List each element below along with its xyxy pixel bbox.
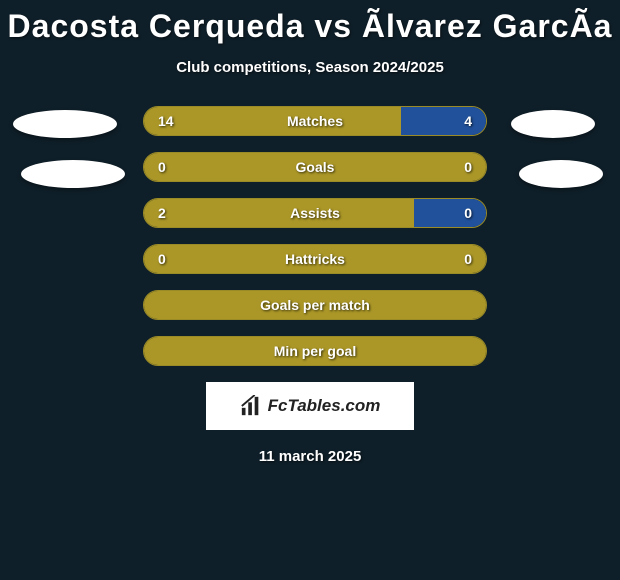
- right-player-avatars: [505, 106, 613, 188]
- stat-bar: Goals per match: [143, 290, 487, 320]
- bar-fill-left: [144, 107, 401, 135]
- stat-bar: 144Matches: [143, 106, 487, 136]
- stat-value-left: 2: [158, 199, 166, 227]
- stat-value-right: 4: [464, 107, 472, 135]
- stat-value-right: 0: [464, 199, 472, 227]
- stat-bar: 00Goals: [143, 152, 487, 182]
- avatar: [511, 110, 595, 138]
- avatar: [21, 160, 125, 188]
- stat-value-left: 0: [158, 153, 166, 181]
- stat-bar: 20Assists: [143, 198, 487, 228]
- avatar: [519, 160, 603, 188]
- avatar: [13, 110, 117, 138]
- bar-fill-left: [144, 153, 486, 181]
- bar-fill-right: [401, 107, 487, 135]
- stat-value-right: 0: [464, 153, 472, 181]
- bar-fill-right: [414, 199, 486, 227]
- branding-text: FcTables.com: [268, 396, 381, 416]
- stat-bar: Min per goal: [143, 336, 487, 366]
- date-label: 11 march 2025: [259, 448, 362, 465]
- subtitle: Club competitions, Season 2024/2025: [176, 59, 444, 76]
- bar-fill-left: [144, 291, 486, 319]
- left-player-avatars: [7, 106, 125, 188]
- stat-value-left: 0: [158, 245, 166, 273]
- stat-value-left: 14: [158, 107, 174, 135]
- bar-fill-left: [144, 199, 414, 227]
- bar-fill-left: [144, 337, 486, 365]
- chart-icon: [240, 395, 262, 417]
- comparison-chart: 144Matches00Goals20Assists00HattricksGoa…: [0, 106, 620, 366]
- bar-fill-left: [144, 245, 486, 273]
- page-title: Dacosta Cerqueda vs Ãlvarez GarcÃa: [8, 8, 613, 45]
- stat-value-right: 0: [464, 245, 472, 273]
- stat-bar: 00Hattricks: [143, 244, 487, 274]
- branding-badge: FcTables.com: [206, 382, 414, 430]
- bars-container: 144Matches00Goals20Assists00HattricksGoa…: [143, 106, 487, 366]
